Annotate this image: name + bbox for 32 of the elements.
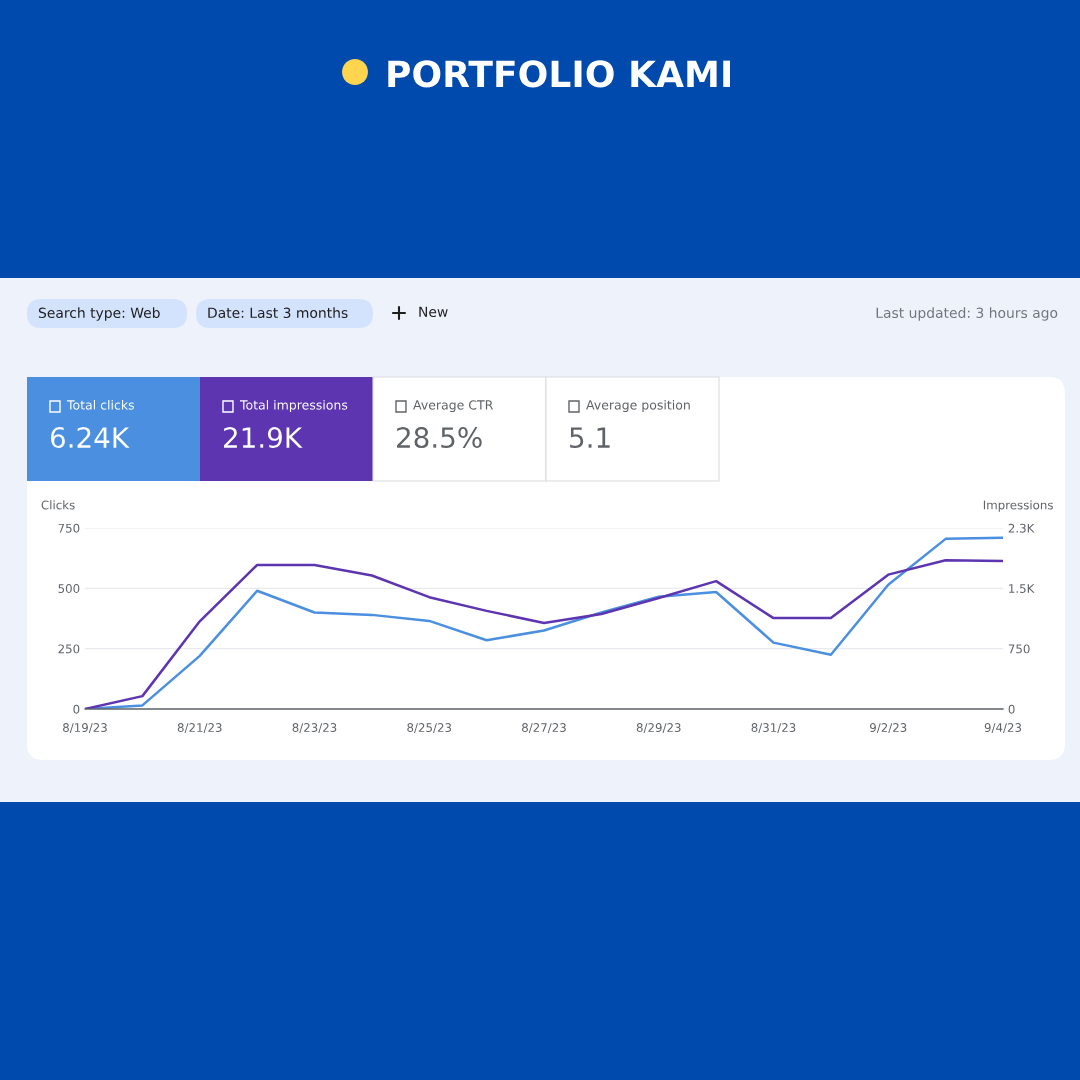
y2-tick-label: 1.5K [1009, 584, 1035, 593]
x-tick-label: 8/27/23 [522, 723, 566, 733]
legend-label: Total impressions [239, 399, 348, 413]
text: Average CTR [413, 400, 493, 413]
text: Date: Last 3 months [208, 307, 348, 319]
y2-axis-title: Impressions [983, 500, 1053, 512]
y2-tick-label: 2.3K [1008, 523, 1035, 533]
text: New [419, 306, 448, 318]
x-tick-label: 8/23/23 [292, 723, 337, 733]
text: 6.24K [50, 427, 130, 449]
text: Last updated: 3 hours ago [876, 307, 1058, 321]
x-tick-label: 8/19/23 [63, 723, 107, 733]
text: 28.5% [397, 427, 482, 449]
y-tick-label: 250 [58, 644, 80, 654]
x-tick-label: 8/31/23 [751, 723, 796, 733]
text: Search type: Web [38, 307, 160, 321]
y-tick-label: 750 [58, 523, 80, 533]
x-tick-label: 8/21/23 [177, 723, 222, 733]
y-tick-label: 0 [73, 704, 80, 714]
y-tick-label: 500 [58, 584, 80, 593]
x-tick-label: 9/4/23 [984, 723, 1022, 733]
x-tick-label: 9/2/23 [869, 723, 907, 733]
y2-tick-label: 750 [1008, 644, 1030, 654]
text: Average position [586, 399, 690, 413]
y2-tick-label: 0 [1008, 704, 1015, 714]
text: 21.9K [224, 427, 303, 449]
chart-title: PORTFOLIO KAMI [388, 60, 731, 88]
y-axis-title: Clicks [41, 500, 75, 510]
legend-label: Total clicks [66, 399, 134, 410]
text: 5.1 [570, 427, 610, 449]
x-tick-label: 8/29/23 [636, 723, 681, 733]
x-tick-label: 8/25/23 [407, 723, 452, 733]
